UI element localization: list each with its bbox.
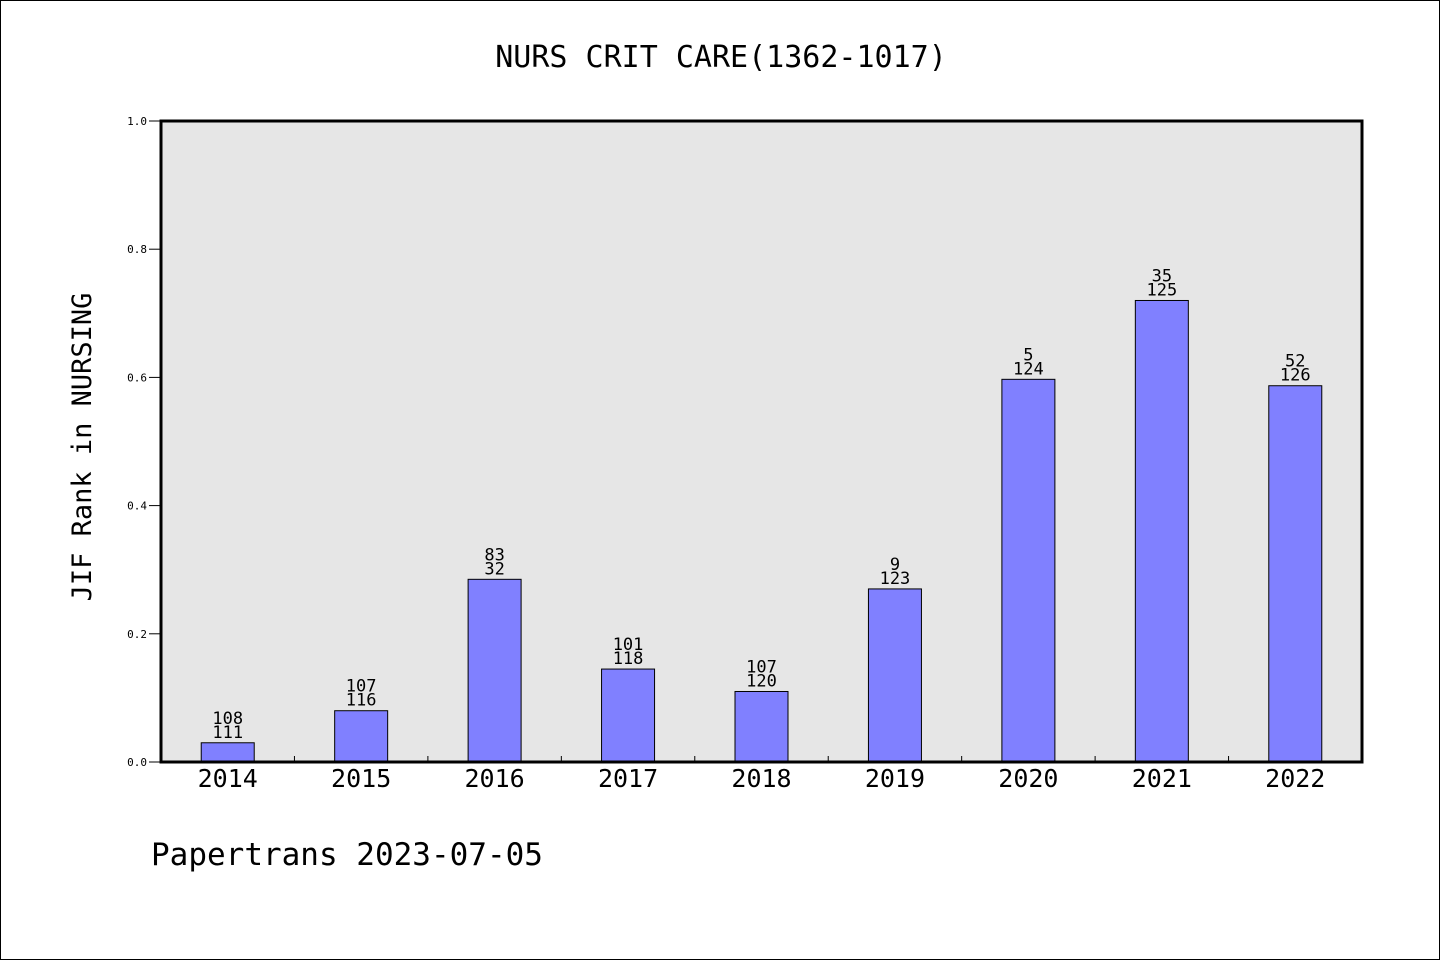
x-tick-label: 2016 [465, 764, 525, 793]
bar-label-top: 5 [1023, 345, 1033, 365]
x-tick-label: 2020 [998, 764, 1058, 793]
x-tick-label: 2019 [865, 764, 925, 793]
y-axis: 0.0 0.2 0.4 0.6 0.8 1.0 [127, 115, 161, 769]
bar-label-bottom: 118 [613, 649, 644, 669]
y-tick-label: 0.4 [127, 500, 147, 513]
bar-label-bottom: 32 [484, 559, 504, 579]
x-tick-label: 2021 [1132, 764, 1192, 793]
bar-label-bottom: 120 [746, 671, 777, 691]
bar-label-bottom: 111 [212, 723, 243, 743]
bar-label-top: 101 [613, 635, 644, 655]
bar-label-top: 107 [746, 657, 777, 677]
bar-2018 [734, 690, 789, 763]
bar-2020 [1001, 378, 1056, 763]
bar-2022 [1268, 385, 1323, 763]
x-tick-label: 2015 [331, 764, 391, 793]
bars [200, 299, 1323, 763]
bar-label-top: 83 [484, 545, 504, 565]
x-axis: 2014 2015 2016 2017 2018 2019 2020 2021 2022 [198, 756, 1325, 793]
x-tick-label: 2018 [731, 764, 791, 793]
y-tick-label: 0.0 [127, 756, 147, 769]
footer-text: Papertrans 2023-07-05 [151, 837, 543, 873]
bar-2015 [334, 710, 389, 763]
x-tick-label: 2014 [198, 764, 258, 793]
y-tick-label: 1.0 [127, 115, 147, 128]
bar-label-top: 52 [1285, 352, 1305, 372]
bar-2016 [467, 578, 522, 763]
x-tick-label: 2022 [1265, 764, 1325, 793]
y-tick-label: 0.6 [127, 371, 147, 384]
bar-2019 [867, 588, 922, 763]
bar-label-bottom: 126 [1280, 366, 1311, 386]
bar-2021 [1134, 299, 1189, 763]
chart-title: NURS CRIT CARE(1362-1017) [495, 40, 947, 75]
bar-label-top: 107 [346, 677, 377, 697]
bar-2014 [200, 742, 255, 763]
y-axis-label: JIF Rank in NURSING [67, 293, 98, 602]
bar-label-bottom: 123 [880, 569, 911, 589]
bar-label-bottom: 124 [1013, 359, 1044, 379]
bar-label-top: 9 [890, 555, 900, 575]
bar-2017 [601, 668, 656, 763]
plot-border [159, 119, 1364, 764]
y-tick-label: 0.8 [127, 243, 147, 256]
bar-label-bottom: 116 [346, 691, 377, 711]
bar-label-top: 35 [1152, 266, 1172, 286]
x-tick-label: 2017 [598, 764, 658, 793]
y-tick-label: 0.2 [127, 628, 147, 641]
bar-label-bottom: 125 [1146, 280, 1177, 300]
bar-label-top: 108 [212, 709, 243, 729]
